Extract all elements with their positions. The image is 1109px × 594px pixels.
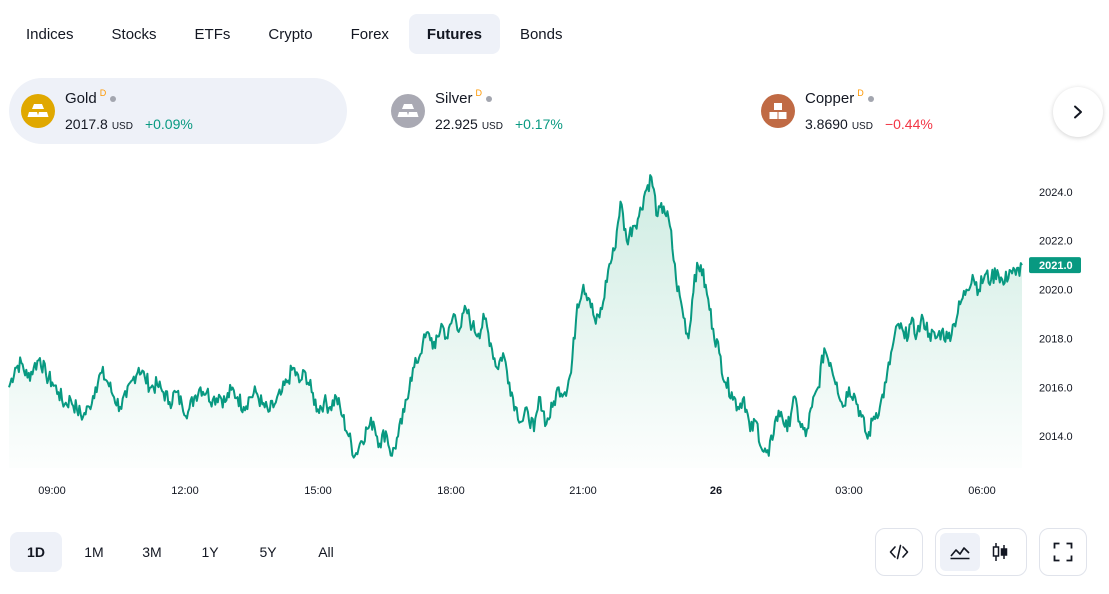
x-axis-label: 15:00: [304, 485, 332, 497]
x-axis-label: 21:00: [569, 485, 597, 497]
symbol-price: 22.925: [435, 116, 478, 132]
silver-bars-icon: [391, 94, 425, 128]
market-tabs: Indices Stocks ETFs Crypto Forex Futures…: [8, 14, 580, 54]
symbol-name: Silver: [435, 90, 473, 107]
embed-box: [875, 528, 923, 576]
x-axis-label: 03:00: [835, 485, 863, 497]
market-status-dot: [486, 96, 493, 102]
delayed-badge: D: [475, 88, 483, 98]
y-axis-label: 2016.0: [1039, 382, 1073, 394]
last-price-label: 2021.0: [1039, 260, 1073, 272]
symbol-card-silver[interactable]: Silver D 22.925 USD +0.17%: [379, 78, 717, 144]
y-axis-label: 2022.0: [1039, 236, 1073, 248]
delayed-badge: D: [99, 88, 107, 98]
x-axis-label: 18:00: [437, 485, 465, 497]
y-axis-label: 2020.0: [1039, 285, 1073, 297]
y-axis-label: 2024.0: [1039, 187, 1073, 199]
tab-etfs[interactable]: ETFs: [194, 25, 231, 43]
symbol-change: +0.17%: [514, 116, 563, 132]
next-symbols-button[interactable]: [1053, 87, 1103, 137]
x-axis-label: 06:00: [968, 485, 996, 497]
symbol-currency: USD: [481, 121, 503, 132]
price-chart-svg: 2024.0 2022.0 2020.0 2018.0 2016.0 2014.0 2021…: [8, 174, 1081, 497]
tab-indices[interactable]: Indices: [26, 25, 74, 43]
y-axis-label: 2014.0: [1039, 431, 1073, 443]
tab-bonds[interactable]: Bonds: [519, 25, 563, 43]
range-1y-button[interactable]: 1Y: [201, 544, 219, 560]
symbol-change: +0.09%: [144, 116, 193, 132]
area-style-button[interactable]: [940, 533, 980, 571]
tab-stocks[interactable]: Stocks: [111, 25, 157, 43]
symbol-name: Gold: [65, 90, 97, 107]
symbol-card-copper[interactable]: Copper D 3.8690 USD −0.44%: [749, 78, 1087, 144]
y-axis-label: 2018.0: [1039, 333, 1073, 345]
symbol-price: 3.8690: [805, 116, 848, 132]
symbol-info: Copper D 3.8690 USD −0.44%: [805, 88, 933, 132]
fullscreen-button[interactable]: [1044, 533, 1082, 571]
range-1d-button[interactable]: 1D: [10, 532, 62, 572]
range-1m-button[interactable]: 1M: [84, 544, 104, 560]
copper-blocks-icon: [761, 94, 795, 128]
symbol-info: Gold D 2017.8 USD +0.09%: [65, 88, 193, 132]
market-status-dot: [110, 96, 117, 102]
code-icon: [889, 544, 909, 560]
fullscreen-icon: [1053, 542, 1073, 562]
gold-bars-icon: [21, 94, 55, 128]
price-line: [8, 174, 1023, 459]
range-5y-button[interactable]: 5Y: [259, 544, 277, 560]
x-axis-label: 26: [710, 485, 722, 497]
range-all-button[interactable]: All: [318, 544, 334, 560]
chevron-right-icon: [1074, 105, 1082, 119]
last-price-badge: [1029, 257, 1081, 274]
embed-button[interactable]: [880, 533, 918, 571]
range-selector: 1D 1M 3M 1Y 5Y All: [10, 532, 358, 572]
candles-style-button[interactable]: [980, 533, 1020, 571]
tab-futures[interactable]: Futures: [408, 14, 500, 54]
chart-style-toggle: [935, 528, 1027, 576]
fullscreen-box: [1039, 528, 1087, 576]
market-status-dot: [867, 96, 874, 102]
symbol-price: 2017.8: [65, 116, 108, 132]
range-3m-button[interactable]: 3M: [142, 544, 162, 560]
symbol-currency: USD: [851, 121, 873, 132]
symbol-name: Copper: [805, 90, 855, 107]
tab-crypto[interactable]: Crypto: [268, 25, 313, 43]
x-axis-label: 09:00: [38, 485, 66, 497]
candlestick-icon: [992, 543, 1008, 561]
price-chart[interactable]: 2024.0 2022.0 2020.0 2018.0 2016.0 2014.0 2021…: [0, 160, 1109, 505]
area-chart-icon: [950, 547, 970, 560]
symbol-cards: Gold D 2017.8 USD +0.09% Silver D: [9, 78, 1109, 144]
symbol-card-gold[interactable]: Gold D 2017.8 USD +0.09%: [9, 78, 347, 144]
symbol-change: −0.44%: [884, 116, 933, 132]
delayed-badge: D: [857, 88, 864, 98]
symbol-currency: USD: [111, 121, 133, 132]
symbol-info: Silver D 22.925 USD +0.17%: [435, 88, 563, 132]
tab-forex[interactable]: Forex: [350, 25, 389, 43]
x-axis-label: 12:00: [171, 485, 199, 497]
